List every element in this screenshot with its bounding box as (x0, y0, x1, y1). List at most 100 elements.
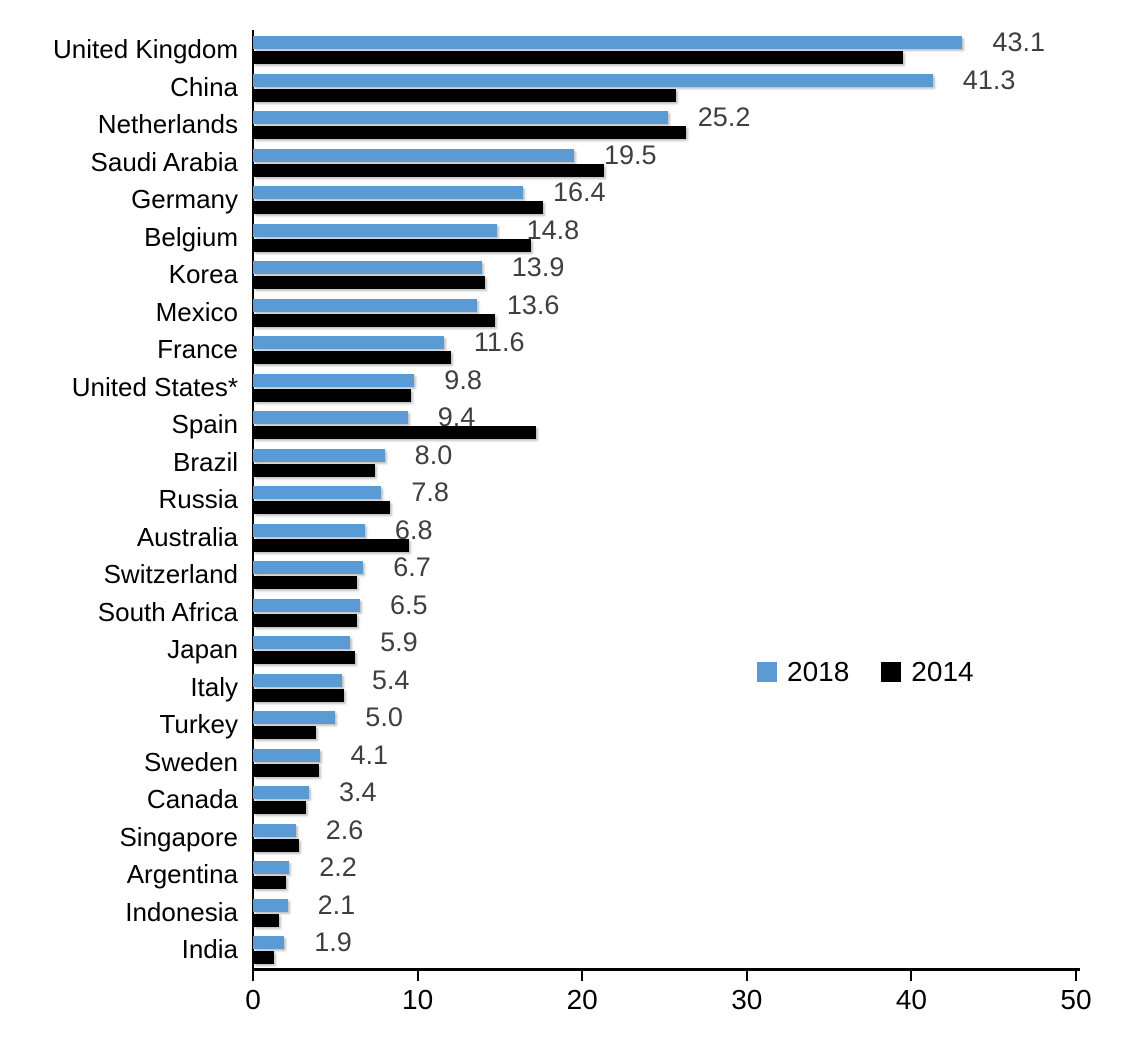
bar-2014 (253, 951, 275, 965)
category-label: Belgium (144, 221, 238, 252)
legend-swatch-2014 (881, 662, 902, 682)
bar-2014 (253, 576, 357, 590)
category-label: Germany (131, 184, 238, 215)
chart-row: China 41.3 (0, 64, 1123, 106)
category-label: Indonesia (125, 896, 238, 927)
category-label: Singapore (119, 821, 238, 852)
chart-row: Italy 5.4 (0, 664, 1123, 706)
chart-row: Singapore 2.6 (0, 814, 1123, 856)
data-label-2018: 8.0 (414, 439, 453, 470)
category-label: Japan (167, 634, 238, 665)
category-label: Switzerland (103, 559, 238, 590)
data-label-2018: 19.5 (603, 139, 657, 170)
legend-label-2018: 2018 (787, 656, 850, 687)
legend-swatch-2018 (757, 662, 777, 682)
bar-2014 (253, 876, 286, 890)
bar-2014 (253, 501, 390, 515)
bar-2014 (253, 651, 356, 665)
bar-2018 (253, 448, 385, 462)
bar-2018 (253, 711, 336, 725)
bar-2014 (253, 538, 410, 552)
category-label: United Kingdom (53, 34, 238, 64)
chart-row: Argentina 2.2 (0, 852, 1123, 893)
data-label-2018: 2.6 (325, 814, 364, 845)
chart-row: Netherlands 25.2 (0, 102, 1123, 143)
bar-2014 (253, 726, 316, 740)
x-tick-mark (1075, 971, 1077, 981)
data-label-2018: 5.4 (371, 664, 410, 695)
chart-row: Turkey 5.0 (0, 702, 1123, 743)
x-tick-mark (745, 971, 748, 981)
category-label: Korea (168, 259, 238, 290)
x-tick-label: 50 (1060, 984, 1092, 1015)
bar-2018 (253, 261, 482, 275)
bar-2014 (253, 126, 686, 140)
category-label: United States* (71, 371, 238, 402)
chart-row: France 11.6 (0, 327, 1123, 368)
data-label-2018: 9.8 (444, 364, 482, 395)
category-label: Spain (171, 409, 239, 440)
bar-2014 (253, 913, 280, 927)
bar-2018 (253, 486, 382, 500)
chart-row: Russia 7.8 (0, 477, 1123, 518)
chart-row: Canada 3.4 (0, 777, 1123, 818)
bar-2014 (253, 688, 344, 702)
bar-2018 (253, 898, 288, 912)
data-label-2018: 5.0 (365, 702, 403, 733)
chart-row: Korea 13.9 (0, 252, 1123, 293)
chart-row: Germany 16.4 (0, 177, 1123, 218)
category-label: Italy (190, 671, 238, 702)
bar-2014 (253, 201, 543, 215)
x-tick-mark (910, 971, 913, 981)
x-tick-mark (416, 971, 419, 981)
bar-2018 (253, 73, 933, 87)
bar-2018 (253, 861, 290, 875)
data-label-2018: 41.3 (962, 64, 1016, 95)
data-label-2018: 4.1 (350, 739, 389, 770)
x-tick-mark (252, 971, 254, 981)
chart-row: Switzerland 6.7 (0, 552, 1123, 593)
data-label-2018: 13.9 (511, 252, 565, 283)
category-label: Australia (136, 521, 238, 552)
data-label-2018: 1.9 (314, 927, 352, 958)
data-label-2018: 6.7 (393, 552, 431, 583)
chart-row: United States* 9.8 (0, 364, 1123, 406)
bar-2018 (253, 186, 523, 200)
data-label-2018: 5.9 (380, 627, 418, 658)
bar-2014 (253, 463, 375, 477)
bar-2018 (253, 598, 360, 612)
chart-row: Sweden 4.1 (0, 739, 1123, 781)
bar-2018 (253, 673, 342, 687)
bar-2018 (253, 523, 365, 537)
bar-2018 (253, 148, 574, 162)
bar-2018 (253, 636, 351, 650)
bar-2014 (253, 801, 306, 815)
category-label: South Africa (97, 596, 238, 627)
bar-2014 (253, 88, 677, 102)
x-tick-label: 0 (245, 984, 261, 1015)
x-axis-line (252, 968, 1080, 971)
chart-row: Indonesia 2.1 (0, 889, 1123, 931)
bar-2018 (253, 748, 321, 762)
x-tick-label: 40 (895, 984, 927, 1015)
bar-2018 (253, 411, 408, 425)
bar-2014 (253, 313, 495, 327)
legend-label-2014: 2014 (911, 656, 974, 687)
chart-row: United Kingdom 43.1 (0, 27, 1123, 68)
chart-row: India 1.9 (0, 927, 1123, 968)
bar-2018 (253, 936, 285, 950)
bar-2014 (253, 163, 604, 177)
bar-2014 (253, 838, 300, 852)
category-label: China (170, 71, 238, 102)
bar-2018 (253, 111, 668, 125)
data-label-2018: 2.1 (317, 889, 356, 920)
category-label: India (181, 934, 238, 965)
data-label-2018: 13.6 (506, 289, 560, 320)
category-label: Sweden (144, 746, 238, 777)
bar-2014 (253, 238, 532, 252)
category-label: Argentina (126, 859, 238, 890)
data-label-2018: 14.8 (526, 214, 580, 245)
y-axis-line (252, 30, 254, 970)
bar-2014 (253, 426, 537, 440)
